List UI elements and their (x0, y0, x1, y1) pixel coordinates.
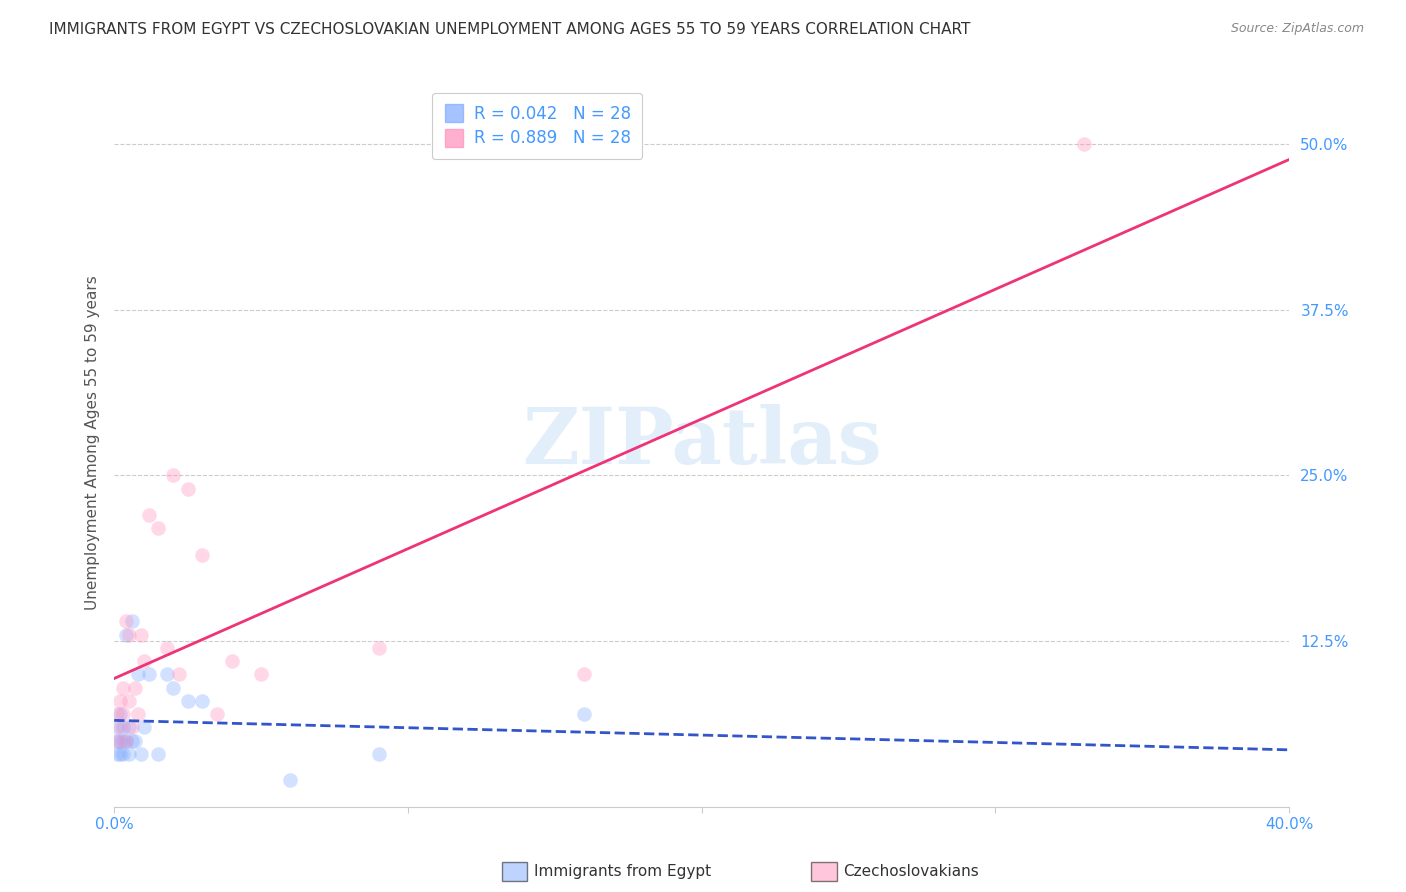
Point (111, 733, 134, 747)
Point (111, 720, 134, 734)
Point (129, 627, 152, 641)
Point (138, 508, 160, 523)
Point (111, 681, 134, 695)
Point (132, 720, 155, 734)
Text: Czechoslovakians: Czechoslovakians (844, 864, 980, 879)
Point (108, 707, 131, 722)
Text: Source: ZipAtlas.com: Source: ZipAtlas.com (1230, 22, 1364, 36)
Point (205, 707, 228, 722)
Point (574, 707, 596, 722)
Point (250, 667, 273, 681)
Point (105, 733, 128, 747)
Point (367, 640, 389, 655)
Point (115, 615, 138, 629)
Point (105, 733, 128, 747)
Point (118, 627, 141, 641)
Point (111, 747, 134, 761)
Point (121, 733, 143, 747)
Y-axis label: Unemployment Among Ages 55 to 59 years: Unemployment Among Ages 55 to 59 years (86, 275, 100, 609)
Point (124, 681, 146, 695)
Point (124, 733, 146, 747)
Point (105, 747, 128, 761)
Point (138, 667, 160, 681)
Point (121, 720, 143, 734)
Point (115, 627, 138, 641)
Point (115, 733, 138, 747)
Point (118, 720, 141, 734)
Text: Immigrants from Egypt: Immigrants from Egypt (534, 864, 711, 879)
Point (156, 667, 179, 681)
Point (162, 681, 184, 695)
Point (105, 720, 128, 734)
Point (221, 654, 243, 668)
Point (121, 615, 143, 629)
Point (280, 773, 302, 788)
Point (156, 640, 179, 655)
Point (1073, 136, 1095, 151)
Point (118, 747, 141, 761)
Point (167, 667, 190, 681)
Point (108, 733, 131, 747)
Point (148, 521, 170, 535)
Text: IMMIGRANTS FROM EGYPT VS CZECHOSLOVAKIAN UNEMPLOYMENT AMONG AGES 55 TO 59 YEARS : IMMIGRANTS FROM EGYPT VS CZECHOSLOVAKIAN… (49, 22, 970, 37)
Point (127, 667, 149, 681)
Point (127, 707, 149, 722)
Point (129, 747, 152, 761)
Point (108, 720, 131, 734)
Point (191, 548, 214, 562)
Point (176, 482, 198, 496)
Point (176, 694, 198, 708)
Point (105, 707, 128, 722)
Point (132, 654, 155, 668)
Point (118, 694, 141, 708)
Legend: R = 0.042   N = 28, R = 0.889   N = 28: R = 0.042 N = 28, R = 0.889 N = 28 (432, 93, 643, 159)
Point (111, 707, 134, 722)
Text: ZIPatlas: ZIPatlas (522, 404, 882, 480)
Point (108, 747, 131, 761)
Point (191, 694, 214, 708)
Point (108, 694, 131, 708)
Point (367, 747, 389, 761)
Point (115, 733, 138, 747)
Point (574, 667, 596, 681)
Point (148, 747, 170, 761)
Point (162, 468, 184, 483)
